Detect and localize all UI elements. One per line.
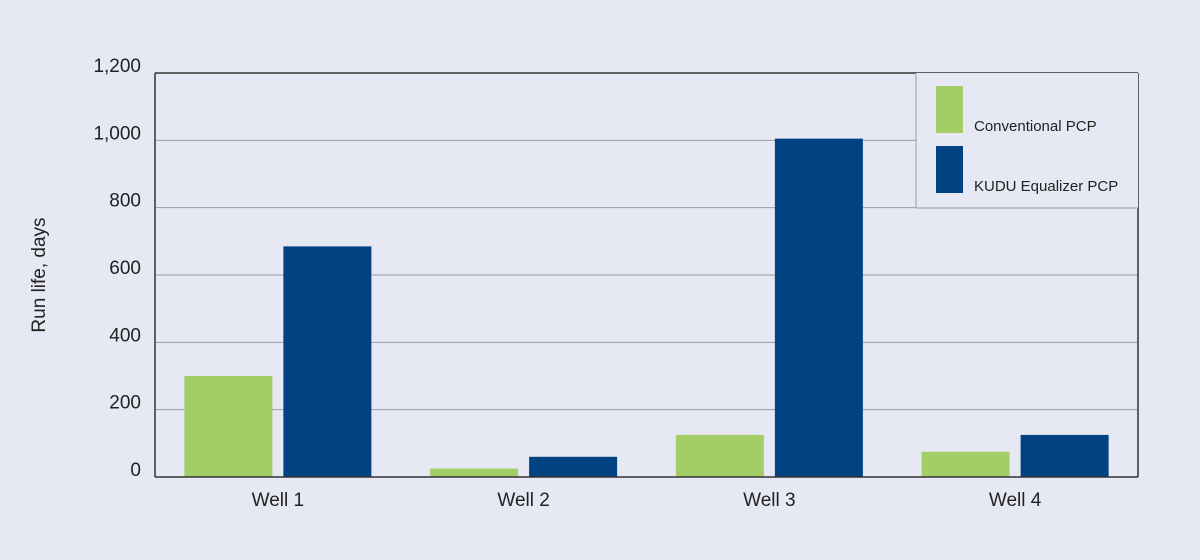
- bar: [774, 138, 863, 477]
- bar: [283, 246, 372, 477]
- y-tick-label: 600: [109, 258, 141, 279]
- x-tick-label: Well 3: [743, 490, 795, 511]
- legend: Conventional PCP KUDU Equalizer PCP: [915, 73, 1138, 209]
- y-tick-label: 200: [109, 393, 141, 414]
- legend-label: Conventional PCP: [974, 118, 1097, 135]
- bar: [1020, 434, 1109, 477]
- y-tick-label: 400: [109, 325, 141, 346]
- y-tick-label: 800: [109, 191, 141, 212]
- x-tick-label: Well 1: [252, 490, 304, 511]
- bar: [529, 456, 618, 477]
- x-tick-label: Well 2: [497, 490, 549, 511]
- y-tick-label: 1,200: [93, 56, 141, 77]
- bar: [675, 434, 764, 477]
- legend-label: KUDU Equalizer PCP: [974, 178, 1118, 195]
- bar: [430, 468, 519, 477]
- y-tick-label: 1,000: [93, 123, 141, 144]
- x-tick-label: Well 4: [989, 490, 1042, 511]
- bar: [921, 451, 1010, 477]
- bar: [184, 376, 273, 477]
- legend-swatch: [936, 146, 963, 193]
- y-axis-label: Run life, days: [29, 217, 50, 332]
- y-tick-label: 0: [130, 460, 141, 481]
- legend-swatch: [936, 86, 963, 133]
